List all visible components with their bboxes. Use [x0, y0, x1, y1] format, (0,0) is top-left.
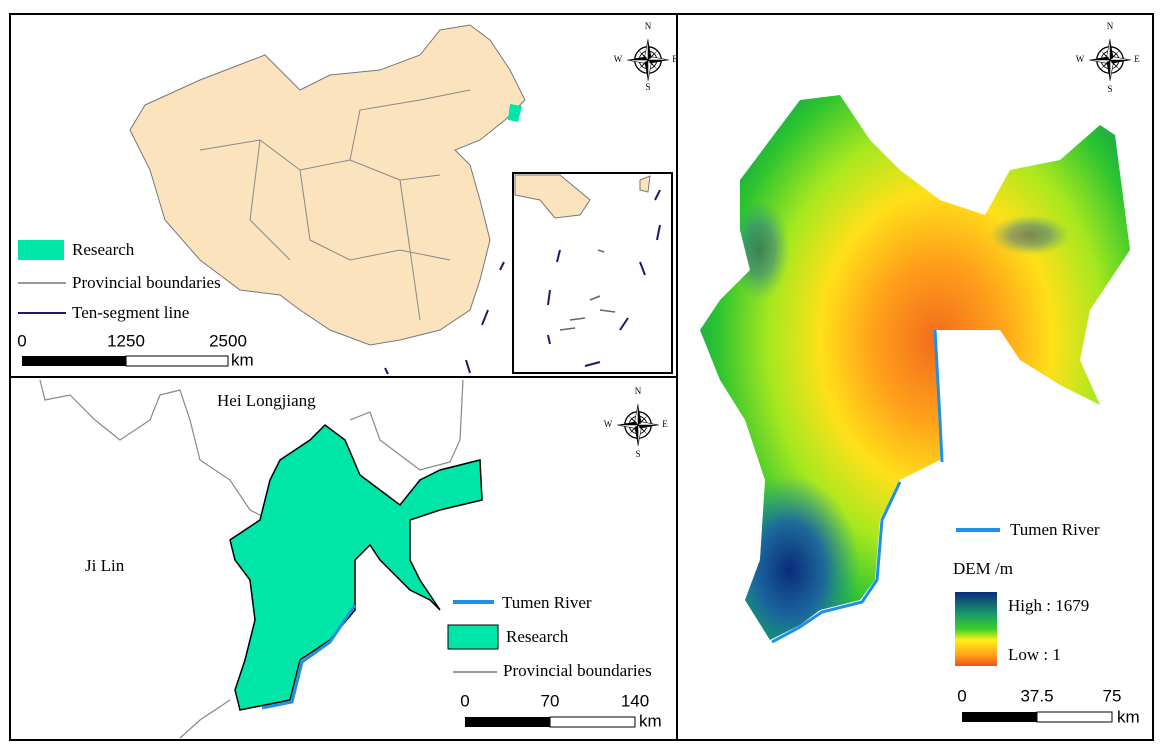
ten-segment-line — [384, 261, 505, 375]
compass-n: N — [635, 386, 642, 396]
islands — [559, 249, 616, 331]
provincial-boundaries — [199, 89, 471, 321]
scale-label: 37.5 — [1020, 686, 1053, 705]
compass-w: W — [1076, 54, 1085, 64]
legend-title: DEM /m — [953, 559, 1013, 578]
scale-unit: km — [1117, 707, 1140, 726]
compass-s: S — [635, 449, 640, 459]
legend-label: Provincial boundaries — [72, 273, 221, 292]
ten-segment-line — [547, 189, 661, 367]
tumen-river — [261, 604, 357, 710]
inset-frame — [512, 172, 673, 374]
legend-label: Tumen River — [1010, 520, 1100, 539]
inset-land — [514, 174, 591, 219]
scale-bar — [465, 717, 550, 727]
scale-label: 0 — [17, 331, 26, 350]
research-area — [508, 104, 522, 122]
legend-label: Research — [72, 240, 135, 259]
legend-label: Provincial boundaries — [503, 661, 652, 680]
china-map — [129, 24, 526, 346]
scale-label: 0 — [460, 691, 469, 710]
compass-rose — [616, 403, 660, 447]
compass-rose — [626, 38, 670, 82]
scale-label: 0 — [957, 686, 966, 705]
compass-rose — [1088, 38, 1132, 82]
scale-label: 70 — [541, 691, 560, 710]
scale-label: 2500 — [209, 331, 247, 350]
scale-bar — [1036, 711, 1113, 723]
dem-color-bar — [955, 592, 997, 666]
scale-unit: km — [231, 350, 254, 369]
scale-bar — [962, 712, 1037, 722]
scale-label: 140 — [621, 691, 649, 710]
legend-label: Low : 1 — [1008, 645, 1061, 664]
compass-e: E — [1134, 54, 1140, 64]
legend-swatch — [447, 624, 499, 650]
scale-bar — [125, 355, 229, 367]
compass-s: S — [1107, 84, 1112, 94]
compass-w: W — [614, 54, 623, 64]
tumen-river — [771, 329, 944, 644]
compass-n: N — [645, 21, 652, 31]
region-label: Hei Longjiang — [217, 391, 316, 410]
legend-label: Research — [506, 627, 569, 646]
scale-bar — [22, 356, 126, 366]
scale-label: 1250 — [107, 331, 145, 350]
scale-bar — [549, 716, 636, 728]
scale-unit: km — [639, 711, 662, 730]
scale-label: 75 — [1103, 686, 1122, 705]
research-area — [229, 424, 483, 711]
compass-s: S — [645, 82, 650, 92]
inset-land — [639, 175, 651, 193]
legend-label: Tumen River — [502, 593, 592, 612]
compass-e: E — [672, 54, 678, 64]
legend-swatch — [18, 240, 64, 260]
region-label: Ji Lin — [85, 556, 125, 575]
compass-e: E — [662, 419, 668, 429]
compass-w: W — [604, 419, 613, 429]
legend-label: Ten-segment line — [72, 303, 189, 322]
compass-n: N — [1107, 21, 1114, 31]
legend-label: High : 1679 — [1008, 596, 1089, 615]
provincial-boundaries — [39, 379, 464, 739]
